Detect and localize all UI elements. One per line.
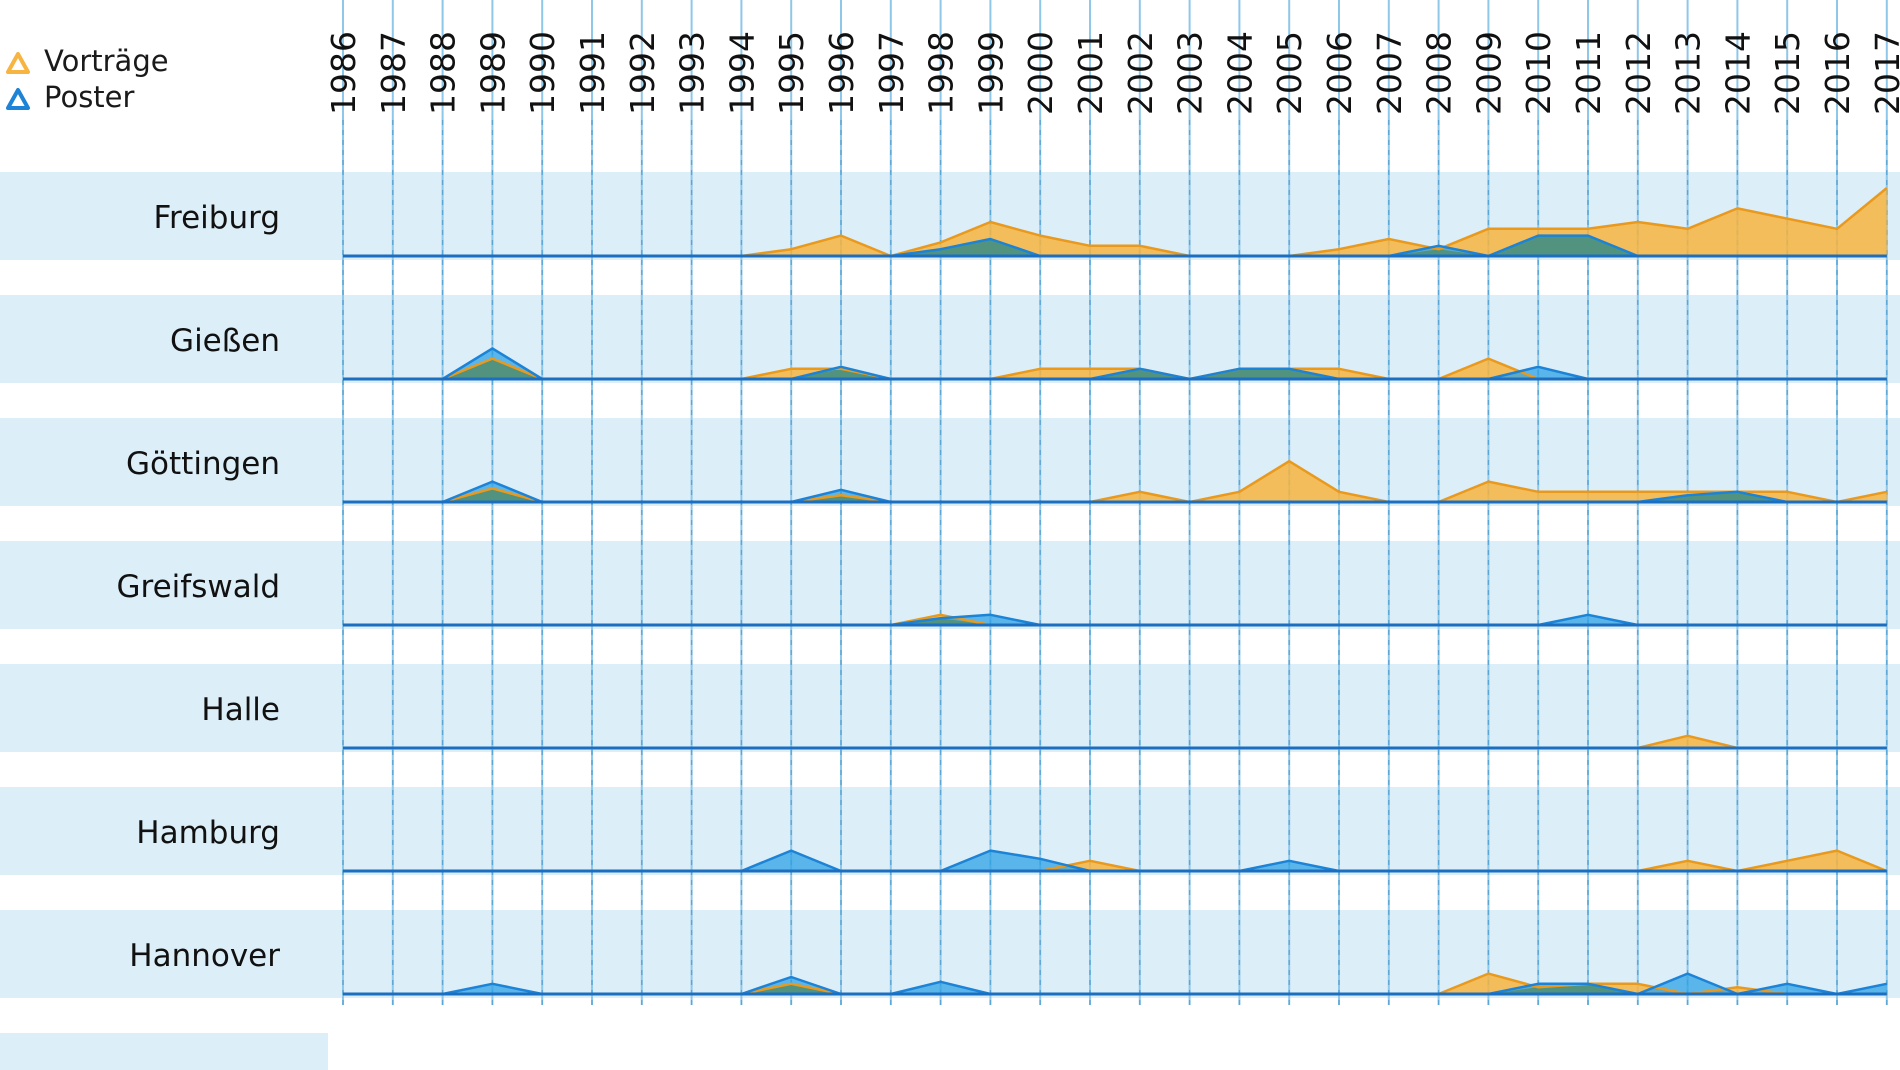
row-baselines (343, 254, 1887, 996)
year-label-1991: 1991 (573, 31, 612, 115)
year-label-2002: 2002 (1121, 31, 1160, 115)
city-label-halle: Halle (201, 692, 280, 728)
year-label-2013: 2013 (1669, 31, 1708, 115)
city-label-hamburg: Hamburg (136, 815, 280, 851)
year-label-1987: 1987 (374, 31, 413, 115)
year-label-2015: 2015 (1768, 31, 1807, 115)
city-labels: Freiburg Gießen Göttingen Greifswald Halle Ha… (117, 200, 281, 974)
year-label-1993: 1993 (673, 31, 712, 115)
year-label-1995: 1995 (772, 31, 811, 115)
year-label-1996: 1996 (822, 31, 861, 115)
year-label-1994: 1994 (722, 31, 761, 115)
row-band (0, 1033, 328, 1070)
city-label-g-ttingen: Göttingen (126, 446, 280, 482)
year-label-1990: 1990 (523, 31, 562, 115)
year-label-1988: 1988 (424, 31, 463, 115)
year-label-1999: 1999 (971, 31, 1010, 115)
year-label-2012: 2012 (1619, 31, 1658, 115)
year-label-2008: 2008 (1420, 31, 1459, 115)
legend-poster-label: Poster (44, 80, 135, 114)
row-band (0, 541, 1900, 629)
city-label-freiburg: Freiburg (153, 200, 280, 236)
legend: Vorträge Poster (6, 44, 169, 114)
year-label-2001: 2001 (1071, 31, 1110, 115)
legend-vortraege-icon (6, 52, 30, 74)
year-label-1986: 1986 (324, 31, 363, 115)
row-band (0, 664, 1900, 752)
year-label-1998: 1998 (922, 31, 961, 115)
year-label-2011: 2011 (1569, 31, 1608, 115)
city-label-gie-en: Gießen (170, 323, 280, 359)
year-label-2010: 2010 (1519, 31, 1558, 115)
city-label-hannover: Hannover (129, 938, 280, 974)
year-label-2004: 2004 (1220, 31, 1259, 115)
row-band (0, 295, 1900, 383)
year-label-2000: 2000 (1021, 31, 1060, 115)
legend-vortraege-label: Vorträge (44, 44, 169, 78)
year-label-1989: 1989 (473, 31, 512, 115)
year-label-2007: 2007 (1370, 31, 1409, 115)
area-overlap-hannover (343, 983, 1887, 994)
year-label-2014: 2014 (1718, 31, 1757, 115)
year-label-2009: 2009 (1469, 31, 1508, 115)
year-label-2016: 2016 (1818, 31, 1857, 115)
row-band (0, 787, 1900, 875)
year-label-1992: 1992 (623, 31, 662, 115)
city-label-greifswald: Greifswald (117, 569, 280, 605)
area-vortraege-g-ttingen (343, 461, 1887, 502)
legend-poster-icon (6, 88, 30, 110)
year-label-2017: 2017 (1868, 31, 1900, 115)
year-label-2003: 2003 (1171, 31, 1210, 115)
year-label-2005: 2005 (1270, 31, 1309, 115)
year-label-2006: 2006 (1320, 31, 1359, 115)
year-label-1997: 1997 (872, 31, 911, 115)
area-poster-greifswald (343, 614, 1887, 625)
year-labels: 1986 1987 1988 1989 1990 1991 1992 1993 1994 1995… (324, 31, 1900, 115)
area-vortraege-freiburg (343, 188, 1887, 256)
area-vortraege-hannover (343, 973, 1887, 994)
row-bands (0, 172, 1900, 1070)
